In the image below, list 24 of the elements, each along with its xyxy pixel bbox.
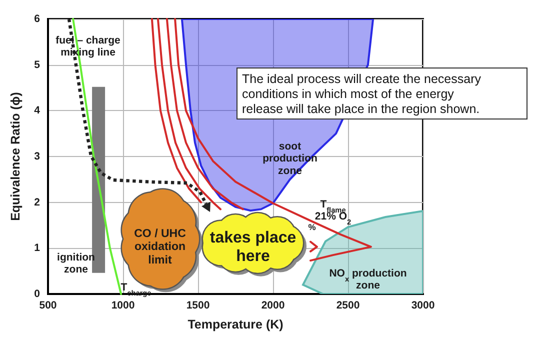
y-tick-label: 4 xyxy=(34,104,40,117)
x-tick-label: 500 xyxy=(39,300,57,312)
y-tick-label: 3 xyxy=(34,150,40,162)
y-tick-label: 0 xyxy=(34,288,40,300)
annotation: NO$_{x}$ production zone xyxy=(329,268,407,292)
y-tick-label: 1 xyxy=(34,242,40,254)
x-tick-label: 2500 xyxy=(336,300,360,312)
annotation: takes place here xyxy=(210,229,296,265)
line-series xyxy=(150,18,202,204)
y-tick-label: 5 xyxy=(34,58,40,71)
annotation: The ideal process will create the necessary conditions in which most of the energy release will take place in the region shown. xyxy=(242,72,482,116)
x-axis-title: Temperature (K) xyxy=(188,318,284,332)
annotation: T$_{flame}$ 21% O$_{2}$ xyxy=(314,198,352,226)
annotation: % xyxy=(308,222,316,232)
x-tick-label: 1500 xyxy=(186,300,210,312)
x-tick-label: 3000 xyxy=(411,300,435,312)
y-tick-label: 2 xyxy=(34,196,40,208)
x-tick-label: 1000 xyxy=(111,300,135,312)
annotation: CO / UHC oxidation limit xyxy=(134,228,186,266)
y-axis-title: Equivalence Ratio (ϕ) xyxy=(8,92,22,221)
y-tick-label: 6 xyxy=(34,13,40,25)
annotation: T$_{charge}$ xyxy=(120,282,152,298)
line-series xyxy=(156,18,222,210)
x-tick-label: 2000 xyxy=(261,300,285,312)
